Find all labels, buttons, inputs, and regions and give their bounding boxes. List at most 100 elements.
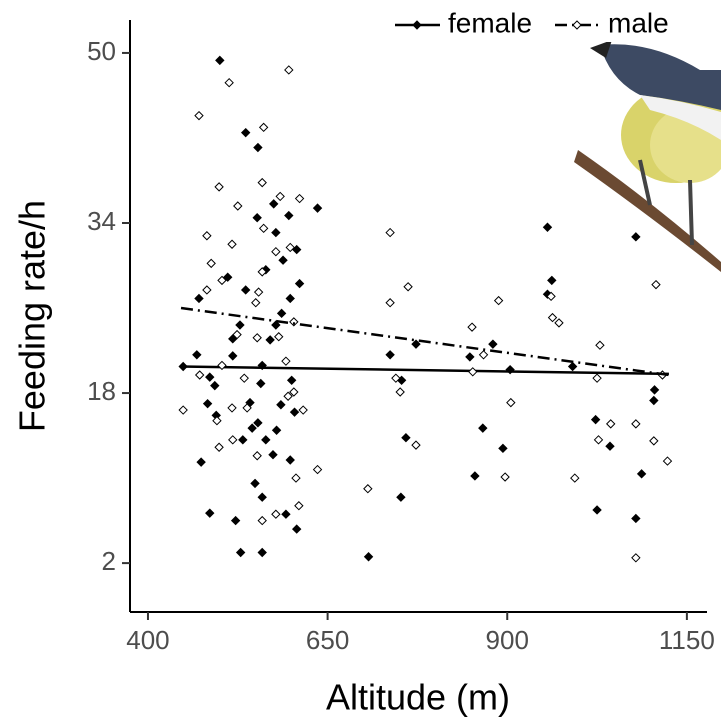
point (202, 398, 213, 409)
point (258, 122, 269, 133)
point (470, 471, 480, 481)
point (257, 547, 267, 558)
point (205, 372, 215, 382)
point (592, 505, 602, 515)
point (253, 287, 264, 297)
point (271, 425, 282, 435)
point (238, 435, 248, 445)
y-tick-label: 50 (87, 36, 116, 66)
point (271, 246, 281, 257)
y-tick-label: 2 (102, 546, 116, 576)
point (227, 403, 237, 413)
point (298, 405, 308, 415)
point (465, 352, 475, 362)
point (363, 552, 374, 562)
point (289, 317, 299, 327)
point (206, 258, 216, 269)
point (271, 509, 281, 519)
point (312, 203, 323, 213)
x-tick-label: 1150 (659, 625, 715, 655)
point (467, 322, 477, 332)
point (239, 373, 249, 383)
point (285, 455, 295, 465)
point (242, 403, 252, 413)
x-tick-label: 900 (486, 625, 529, 655)
point (202, 231, 212, 241)
point (214, 182, 224, 192)
point (257, 177, 267, 188)
point (257, 515, 267, 526)
point (271, 320, 281, 330)
point (294, 501, 304, 511)
point (291, 473, 301, 483)
point (546, 291, 556, 302)
point (194, 370, 205, 380)
point (240, 127, 251, 138)
trend-line (180, 365, 669, 376)
point (265, 335, 275, 345)
point (542, 222, 553, 232)
point (606, 419, 616, 429)
bird-illustration (574, 40, 721, 272)
point (285, 293, 295, 304)
point (662, 456, 673, 466)
point (590, 414, 601, 425)
point (252, 451, 262, 461)
point (228, 435, 238, 445)
point (215, 55, 225, 66)
point (253, 142, 263, 153)
point (385, 227, 395, 238)
point (500, 472, 510, 482)
point (274, 332, 284, 342)
point (396, 492, 406, 502)
point (253, 418, 263, 428)
point (232, 329, 242, 340)
point (276, 308, 287, 319)
point (411, 440, 421, 450)
point (401, 432, 411, 443)
point (223, 272, 233, 282)
y-axis-title: Feeding rate/h (12, 200, 53, 432)
point (256, 378, 266, 389)
point (649, 436, 659, 446)
point (235, 547, 246, 558)
point (285, 242, 295, 253)
point (269, 199, 279, 209)
point (478, 423, 488, 433)
point (235, 320, 245, 330)
point (547, 275, 557, 286)
point (395, 387, 405, 397)
point (196, 457, 206, 467)
point (276, 400, 286, 410)
point (230, 515, 241, 526)
point (202, 285, 212, 295)
point (651, 279, 661, 290)
point (210, 380, 220, 391)
point (214, 442, 224, 452)
point (649, 395, 659, 406)
point (391, 373, 401, 383)
legend-marker (572, 20, 582, 30)
point (224, 78, 234, 88)
point (289, 407, 300, 417)
point (194, 110, 204, 121)
point (192, 350, 202, 360)
legend-label: male (608, 7, 669, 38)
point (593, 435, 604, 445)
point (212, 415, 222, 426)
x-tick-label: 650 (306, 625, 349, 655)
point (567, 361, 578, 372)
point (631, 419, 641, 429)
point (252, 333, 262, 343)
x-tick-label: 400 (126, 625, 169, 655)
point (631, 513, 641, 524)
point (252, 212, 262, 223)
point (257, 492, 267, 502)
point (251, 298, 261, 308)
point (411, 339, 421, 349)
point (605, 441, 615, 451)
point (178, 405, 188, 415)
point (247, 423, 257, 433)
point (636, 469, 647, 479)
point (258, 223, 269, 234)
